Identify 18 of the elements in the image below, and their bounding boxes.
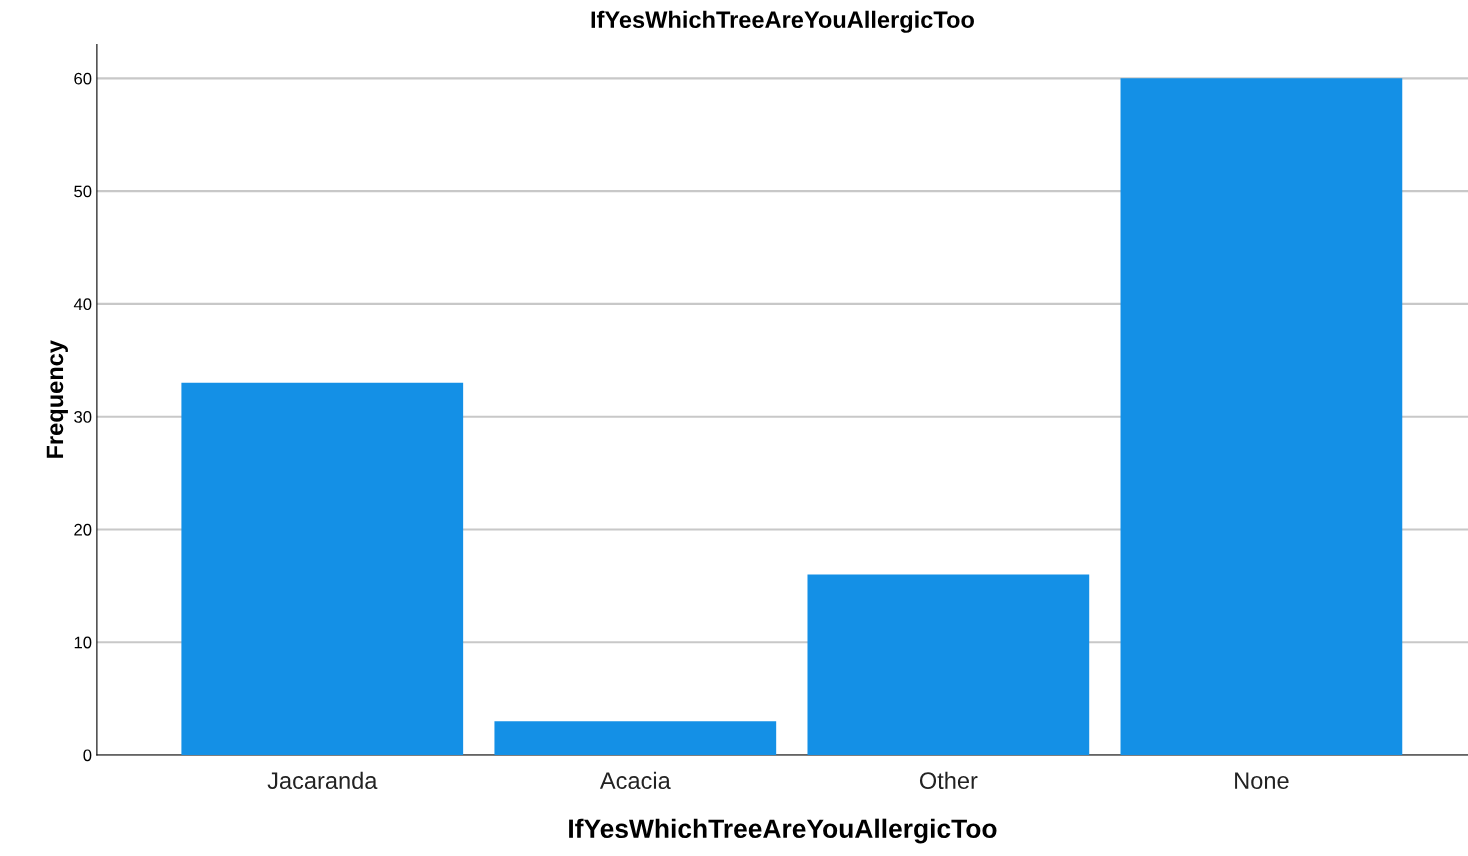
y-tick-label: 30 [74,411,92,423]
y-tick-label: 0 [83,749,92,762]
x-tick-label: Other [919,771,978,789]
y-tick-label: 10 [74,636,92,649]
y-tick-label: 40 [73,298,92,311]
bar [807,574,1090,755]
y-axis-title: Frequency [46,340,68,458]
y-tick-label: 20 [74,523,92,536]
x-tick-label: Jacaranda [267,771,378,789]
bar [181,382,464,755]
x-tick-label: None [1235,772,1289,789]
y-tick-label: 50 [74,185,92,198]
x-axis-title: IfYesWhichTreeAreYouAllergicToo [569,818,997,844]
x-tick-label: Acacia [599,771,671,789]
bar [494,721,777,755]
chart-title: IfYesWhichTreeAreYouAllergicToo [591,10,974,33]
bar [1120,78,1403,755]
y-tick-label: 60 [74,72,92,85]
